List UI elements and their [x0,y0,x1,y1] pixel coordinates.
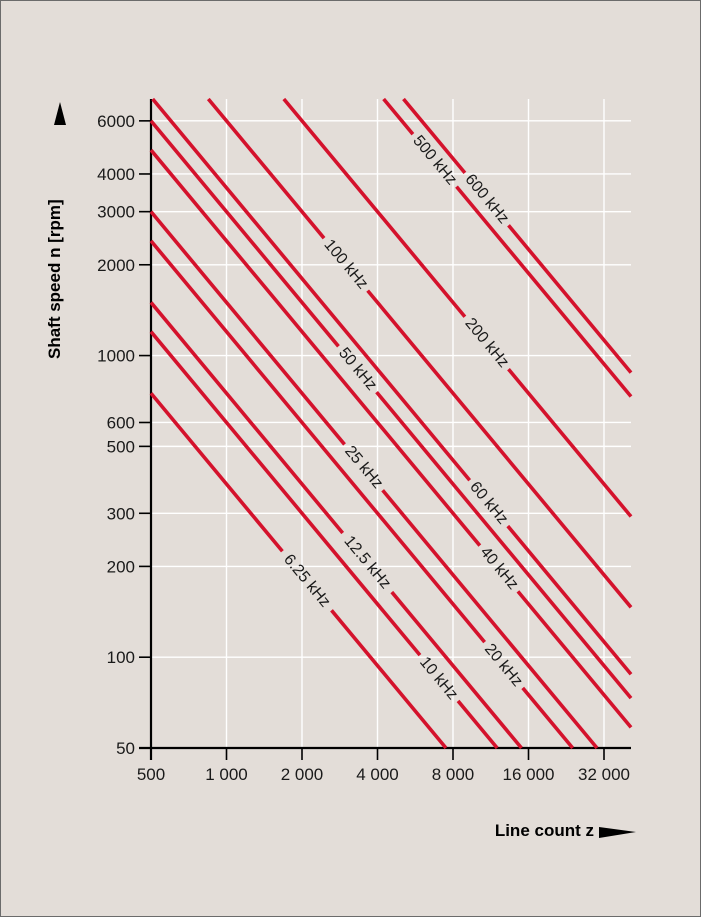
frequency-label: 40 kHz [477,544,522,593]
frequency-label: 12.5 kHz [340,533,393,592]
y-axis-title: Shaft speed n [rpm] [45,199,64,359]
frequency-line-11 [402,97,467,175]
x-tick-label: 4 000 [356,765,399,784]
frequency-line-0 [330,609,448,750]
x-tick-label: 8 000 [432,765,475,784]
frequency-label: 10 kHz [416,654,461,703]
frequency-line-2 [149,301,345,535]
y-tick-label: 50 [116,739,135,758]
frequency-label: 25 kHz [341,443,386,492]
frequency-line-10 [382,97,415,136]
frequency-line-5 [149,148,482,547]
frequency-line-11 [507,224,633,374]
frequency-label: 200 kHz [461,315,512,371]
y-tick-label: 4000 [97,165,135,184]
x-axis-arrow-icon [599,827,636,838]
frequency-line-10 [455,185,633,398]
y-tick-label: 2000 [97,256,135,275]
frequency-line-1 [456,699,499,750]
y-tick-label: 100 [107,648,135,667]
x-tick-label: 1 000 [205,765,248,784]
axes [139,99,631,760]
frequency-line-2 [390,590,523,750]
frequency-line-9 [282,97,467,318]
frequency-line-0 [149,392,284,553]
frequency-lines [149,97,633,750]
frequency-line-3 [149,239,487,644]
x-tick-label: 2 000 [281,765,324,784]
y-tick-label: 500 [107,437,135,456]
y-tick-label: 6000 [97,112,135,131]
frequency-line-8 [206,97,326,240]
y-tick-label: 600 [107,413,135,432]
frequency-label: 60 kHz [466,479,511,528]
frequency-line-1 [149,330,422,657]
frequency-line-4 [149,210,346,446]
frequency-label: 20 kHz [481,641,526,690]
frequency-line-5 [516,590,633,729]
frequency-line-6 [149,119,340,348]
y-tick-labels: 50 100 200 300 500 600 1000 2000 3000 4000 6000 [97,112,135,758]
y-tick-label: 3000 [97,203,135,222]
frequency-line-9 [507,368,633,518]
x-tick-labels: 500 1 000 2 000 4 000 8 000 16 000 32 000 [137,765,630,784]
y-tick-label: 200 [107,557,135,576]
frequency-label: 50 kHz [335,345,380,394]
x-tick-label: 32 000 [578,765,630,784]
frequency-line-7 [506,524,633,676]
frequency-line-4 [381,489,599,750]
y-tick-label: 1000 [97,347,135,366]
x-tick-label: 500 [137,765,165,784]
y-axis-arrow-icon [54,102,66,125]
frequency-line-8 [366,289,633,609]
x-tick-label: 16 000 [503,765,555,784]
frequency-label: 6.25 kHz [280,551,333,610]
frequency-line-7 [151,97,472,482]
y-tick-label: 300 [107,504,135,523]
grid-lines [151,99,631,749]
frequency-line-3 [521,686,575,750]
x-axis-title: Line count z [495,821,594,840]
frequency-line-6 [375,390,633,700]
